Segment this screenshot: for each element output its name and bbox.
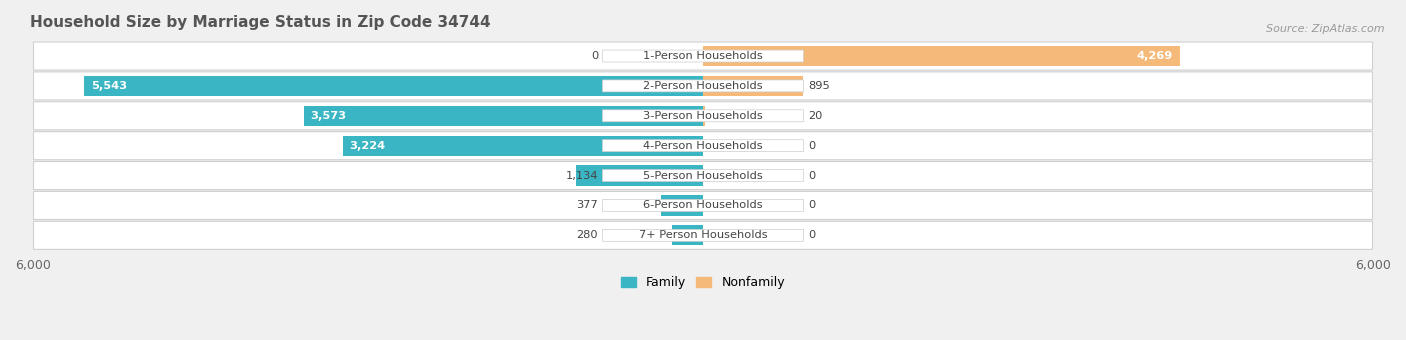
Text: 0: 0	[591, 51, 598, 61]
Bar	[661, 195, 703, 216]
Text: 3-Person Households: 3-Person Households	[643, 111, 763, 121]
FancyBboxPatch shape	[603, 140, 803, 152]
FancyBboxPatch shape	[603, 80, 803, 92]
Text: 1-Person Households: 1-Person Households	[643, 51, 763, 61]
FancyBboxPatch shape	[603, 200, 803, 211]
Bar	[84, 76, 703, 96]
Bar	[703, 76, 803, 96]
FancyBboxPatch shape	[603, 50, 803, 62]
FancyBboxPatch shape	[34, 102, 1372, 130]
Text: 4-Person Households: 4-Person Households	[643, 141, 763, 151]
Legend: Family, Nonfamily: Family, Nonfamily	[616, 271, 790, 294]
Text: 895: 895	[808, 81, 830, 91]
Text: 0: 0	[808, 230, 815, 240]
Bar	[304, 106, 703, 126]
Bar	[703, 106, 706, 126]
Text: 0: 0	[808, 141, 815, 151]
FancyBboxPatch shape	[603, 110, 803, 122]
Text: 3,224: 3,224	[350, 141, 385, 151]
Text: 0: 0	[808, 201, 815, 210]
Text: 5,543: 5,543	[90, 81, 127, 91]
Text: 3,573: 3,573	[311, 111, 347, 121]
Bar	[343, 136, 703, 156]
Text: 0: 0	[808, 171, 815, 181]
FancyBboxPatch shape	[34, 72, 1372, 100]
Text: 5-Person Households: 5-Person Households	[643, 171, 763, 181]
FancyBboxPatch shape	[34, 162, 1372, 190]
Bar	[672, 225, 703, 245]
FancyBboxPatch shape	[34, 191, 1372, 220]
Text: 4,269: 4,269	[1137, 51, 1173, 61]
Text: 6-Person Households: 6-Person Households	[643, 201, 763, 210]
FancyBboxPatch shape	[34, 132, 1372, 160]
Text: 280: 280	[576, 230, 598, 240]
Text: Source: ZipAtlas.com: Source: ZipAtlas.com	[1267, 24, 1385, 34]
FancyBboxPatch shape	[34, 221, 1372, 249]
FancyBboxPatch shape	[603, 170, 803, 182]
Text: 20: 20	[808, 111, 823, 121]
Text: 7+ Person Households: 7+ Person Households	[638, 230, 768, 240]
FancyBboxPatch shape	[34, 42, 1372, 70]
Text: Household Size by Marriage Status in Zip Code 34744: Household Size by Marriage Status in Zip…	[31, 15, 491, 30]
Bar	[703, 46, 1180, 66]
Text: 2-Person Households: 2-Person Households	[643, 81, 763, 91]
FancyBboxPatch shape	[603, 230, 803, 241]
Text: 377: 377	[576, 201, 598, 210]
Bar	[576, 165, 703, 186]
Text: 1,134: 1,134	[565, 171, 598, 181]
